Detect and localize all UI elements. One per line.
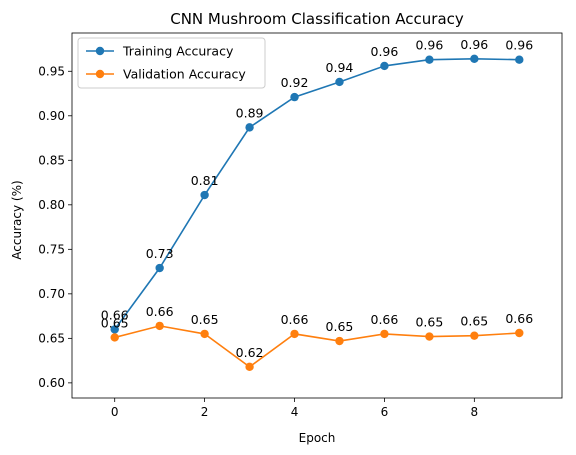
x-tick-label: 2 (201, 405, 209, 419)
data-label: 0.65 (460, 314, 488, 329)
series-1-point (380, 329, 389, 339)
series-1-point (515, 328, 524, 338)
data-label: 0.96 (371, 44, 399, 59)
legend-marker-0 (95, 46, 105, 56)
y-tick-label: 0.85 (38, 153, 65, 167)
legend-label-0: Training Accuracy (122, 44, 234, 59)
series-0-point (380, 61, 389, 71)
plot-area: 0.66 0.73 0.81 0.89 0.92 0.94 0.96 0.96 0.96 0.96… (38, 32, 563, 419)
data-label: 0.81 (191, 173, 219, 188)
series-1-point (425, 332, 434, 341)
data-label: 0.92 (281, 75, 309, 90)
y-tick-label: 0.90 (38, 109, 65, 123)
series-1-point (200, 329, 209, 339)
legend-label-1: Validation Accuracy (123, 67, 246, 82)
x-tick-label: 6 (381, 405, 389, 419)
data-label: 0.65 (415, 315, 443, 330)
data-label: 0.66 (281, 312, 309, 327)
x-axis-label: Epoch (299, 431, 336, 445)
series-0-point (515, 55, 524, 64)
y-tick-label: 0.65 (38, 331, 65, 345)
data-label: 0.94 (326, 60, 354, 75)
series-1-point (470, 331, 479, 340)
series-line-1 (114, 325, 520, 368)
series-1-point (155, 321, 164, 331)
series-0-point (335, 77, 344, 87)
data-label: 0.65 (101, 315, 129, 330)
data-label: 0.96 (415, 38, 443, 53)
x-tick-label: 8 (471, 405, 479, 419)
data-label: 0.96 (460, 37, 488, 52)
series-1-point (335, 336, 344, 346)
series-0-point (245, 123, 254, 132)
chart-title: CNN Mushroom Classification Accuracy (170, 10, 464, 28)
series-1-point (245, 362, 254, 372)
series-line-0 (114, 58, 520, 330)
data-label: 0.62 (236, 345, 264, 360)
data-label: 0.89 (236, 105, 264, 120)
data-label: 0.65 (191, 312, 219, 327)
legend: Training Accuracy Validation Accuracy (77, 37, 266, 89)
data-label: 0.73 (146, 246, 174, 261)
x-tick-label: 0 (111, 405, 119, 419)
series-0-point (155, 263, 164, 273)
series-1-point (290, 329, 299, 339)
series-0-point (110, 325, 119, 334)
series-0-point (290, 92, 299, 102)
x-tick-label: 4 (291, 405, 299, 419)
y-tick-label: 0.80 (38, 198, 65, 212)
series-0-point (470, 54, 479, 64)
series-1-point (110, 333, 119, 342)
y-tick-label: 0.75 (38, 242, 65, 256)
data-label: 0.66 (505, 311, 533, 326)
y-tick-label: 0.95 (38, 64, 65, 78)
data-label: 0.66 (371, 312, 399, 327)
y-tick-label: 0.70 (38, 287, 65, 301)
data-label: 0.96 (505, 38, 533, 53)
legend-box (77, 37, 266, 89)
data-label: 0.65 (326, 319, 354, 334)
series-0-point (200, 190, 209, 200)
axes-frame (71, 32, 563, 399)
series-0-point (425, 55, 434, 64)
data-label: 0.66 (101, 307, 129, 322)
data-label: 0.66 (146, 304, 174, 319)
legend-marker-1 (95, 69, 105, 79)
y-axis-label: Accuracy (%) (10, 180, 24, 259)
y-tick-label: 0.60 (38, 376, 65, 390)
